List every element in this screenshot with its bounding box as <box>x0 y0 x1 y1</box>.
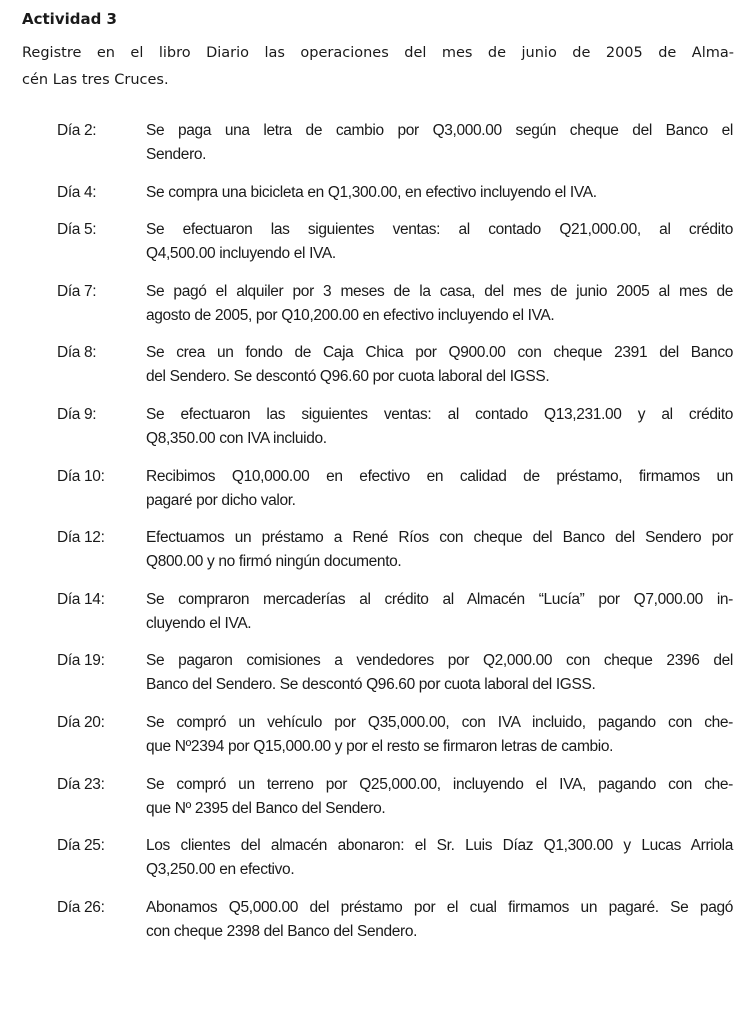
entry-item: Día 19: Se pagaron comisiones a vendedore… <box>57 649 733 697</box>
entry-day: Día 26: <box>57 898 105 916</box>
entry-line: Abonamos Q5,000.00 del préstamo por el c… <box>146 898 733 916</box>
entry-item: Día 4: Se compra una bicicleta en Q1,300.… <box>57 181 733 205</box>
entry-text: Se efectuaron las siguientes ventas: al … <box>146 218 733 266</box>
entry-line: Se pagaron comisiones a vendedores por Q… <box>146 652 733 670</box>
entry-text: Se efectuaron las siguientes ventas: al … <box>146 403 733 451</box>
entry-item: Día 23: Se compró un terreno por Q25,000.… <box>57 773 733 821</box>
entry-day: Día 10: <box>57 467 105 485</box>
entry-day: Día 8: <box>57 344 97 362</box>
entry-text: Recibimos Q10,000.00 en efectivo en cali… <box>146 465 733 513</box>
intro-line: Registre en el libro Diario las operacio… <box>22 45 734 61</box>
entry-line: cluyendo el IVA. <box>146 614 252 632</box>
entry-line: Efectuamos un préstamo a René Ríos con c… <box>146 529 733 547</box>
entry-day: Día 2: <box>57 122 97 139</box>
entry-line: Se pagó el alquiler por 3 meses de la ca… <box>146 282 733 300</box>
entry-line: Se crea un fondo de Caja Chica por Q900.… <box>146 344 733 362</box>
entry-text: Se paga una letra de cambio por Q3,000.0… <box>146 119 733 167</box>
activity-title: Actividad 3 <box>22 10 117 28</box>
entry-line: con cheque 2398 del Banco del Sendero. <box>146 922 418 940</box>
entry-line: Se efectuaron las siguientes ventas: al … <box>146 405 733 423</box>
entry-line: del Sendero. Se descontó Q96.60 por cuot… <box>146 368 550 386</box>
entry-day: Día 25: <box>57 837 105 855</box>
entry-day: Día 12: <box>57 529 105 547</box>
entry-item: Día 14: Se compraron mercaderías al crédi… <box>57 588 733 636</box>
entry-line: Se efectuaron las siguientes ventas: al … <box>146 221 733 239</box>
entry-item: Día 2: Se paga una letra de cambio por Q3… <box>57 119 733 167</box>
entry-line: Se compraron mercaderías al crédito al A… <box>146 590 733 608</box>
entry-day: Día 9: <box>57 405 97 423</box>
entry-line: pagaré por dicho valor. <box>146 491 296 509</box>
entry-item: Día 20: Se compró un vehículo por Q35,000… <box>57 711 733 759</box>
entry-text: Se compró un vehículo por Q35,000.00, co… <box>146 711 733 759</box>
entry-item: Día 10: Recibimos Q10,000.00 en efectivo … <box>57 465 733 513</box>
entry-line: agosto de 2005, por Q10,200.00 en efecti… <box>146 306 555 324</box>
entry-day: Día 20: <box>57 713 105 731</box>
entry-line: que Nº 2395 del Banco del Sendero. <box>146 799 386 817</box>
entry-text: Se crea un fondo de Caja Chica por Q900.… <box>146 341 733 389</box>
entry-text: Se compraron mercaderías al crédito al A… <box>146 588 733 636</box>
entry-line: Se compró un terreno por Q25,000.00, inc… <box>146 775 733 793</box>
entry-day: Día 4: <box>57 183 97 201</box>
entry-item: Día 8: Se crea un fondo de Caja Chica por… <box>57 341 733 389</box>
entries-list: Día 2: Se paga una letra de cambio por Q3… <box>57 119 733 957</box>
intro-paragraph: Registre en el libro Diario las operacio… <box>22 40 734 94</box>
entry-text: Se compró un terreno por Q25,000.00, inc… <box>146 773 733 821</box>
entry-line: Se paga una letra de cambio por Q3,000.0… <box>146 122 733 139</box>
entry-item: Día 12: Efectuamos un préstamo a René Río… <box>57 526 733 574</box>
entry-day: Día 14: <box>57 590 105 608</box>
entry-line: Se compra una bicicleta en Q1,300.00, en… <box>146 183 597 201</box>
entry-text: Se pagaron comisiones a vendedores por Q… <box>146 649 733 697</box>
entry-text: Los clientes del almacén abonaron: el Sr… <box>146 834 733 882</box>
entry-item: Día 25: Los clientes del almacén abonaron… <box>57 834 733 882</box>
entry-day: Día 19: <box>57 652 105 670</box>
entry-item: Día 5: Se efectuaron las siguientes venta… <box>57 218 733 266</box>
entry-text: Se compra una bicicleta en Q1,300.00, en… <box>146 181 733 205</box>
entry-line: Q4,500.00 incluyendo el IVA. <box>146 245 336 263</box>
entry-item: Día 26: Abonamos Q5,000.00 del préstamo p… <box>57 896 733 944</box>
entry-line: Banco del Sendero. Se descontó Q96.60 po… <box>146 676 596 694</box>
entry-line: Recibimos Q10,000.00 en efectivo en cali… <box>146 467 733 485</box>
entry-line: Q8,350.00 con IVA incluido. <box>146 429 327 447</box>
entry-day: Día 5: <box>57 221 97 239</box>
entry-line: que Nº2394 por Q15,000.00 y por el resto… <box>146 737 614 755</box>
entry-line: Se compró un vehículo por Q35,000.00, co… <box>146 713 733 731</box>
entry-text: Abonamos Q5,000.00 del préstamo por el c… <box>146 896 733 944</box>
entry-line: Los clientes del almacén abonaron: el Sr… <box>146 837 733 855</box>
entry-text: Se pagó el alquiler por 3 meses de la ca… <box>146 280 733 328</box>
entry-line: Q3,250.00 en efectivo. <box>146 861 295 879</box>
entry-text: Efectuamos un préstamo a René Ríos con c… <box>146 526 733 574</box>
intro-line: cén Las tres Cruces. <box>22 72 169 88</box>
entry-item: Día 7: Se pagó el alquiler por 3 meses de… <box>57 280 733 328</box>
entry-item: Día 9: Se efectuaron las siguientes venta… <box>57 403 733 451</box>
entry-day: Día 23: <box>57 775 105 793</box>
entry-line: Sendero. <box>146 146 207 163</box>
entry-line: Q800.00 y no firmó ningún documento. <box>146 553 402 571</box>
entry-day: Día 7: <box>57 282 97 300</box>
